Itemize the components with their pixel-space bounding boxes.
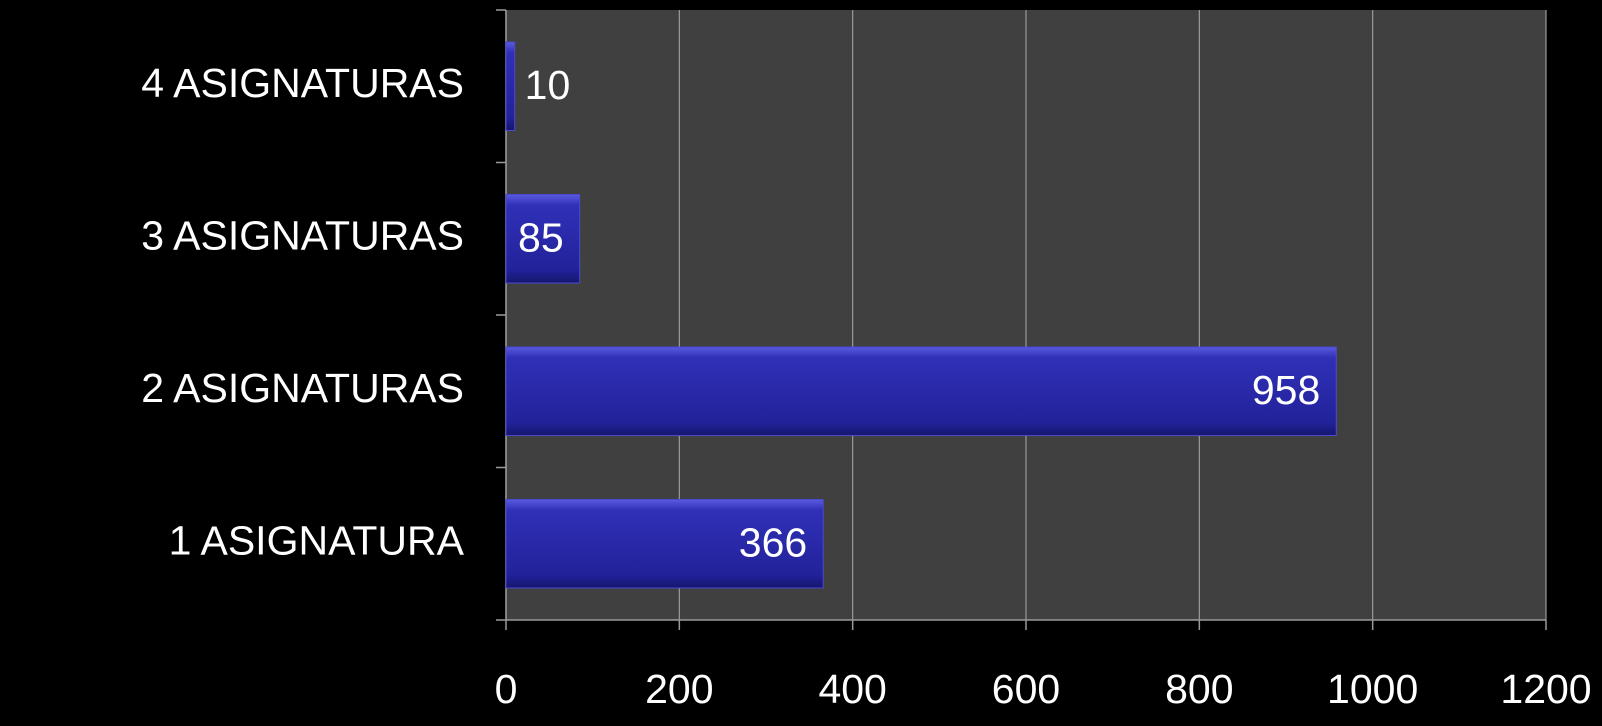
x-tick-label: 1200 bbox=[1500, 666, 1591, 712]
value-label: 85 bbox=[518, 215, 564, 261]
value-label: 366 bbox=[739, 520, 807, 566]
value-label: 10 bbox=[525, 62, 571, 108]
x-tick-label: 600 bbox=[992, 666, 1060, 712]
bar bbox=[505, 346, 1337, 436]
value-label: 958 bbox=[1252, 367, 1320, 413]
y-tick-label: 4 ASIGNATURAS bbox=[141, 60, 464, 106]
x-tick-label: 0 bbox=[495, 666, 518, 712]
y-tick-label: 2 ASIGNATURAS bbox=[141, 365, 464, 411]
bar bbox=[505, 41, 516, 131]
x-tick-label: 200 bbox=[645, 666, 713, 712]
bar bbox=[505, 499, 824, 589]
y-tick-label: 1 ASIGNATURA bbox=[169, 518, 465, 564]
x-tick-label: 800 bbox=[1165, 666, 1233, 712]
x-tick-label: 400 bbox=[818, 666, 886, 712]
x-tick-label: 1000 bbox=[1327, 666, 1418, 712]
y-tick-label: 3 ASIGNATURAS bbox=[141, 213, 464, 259]
bar bbox=[505, 194, 581, 284]
